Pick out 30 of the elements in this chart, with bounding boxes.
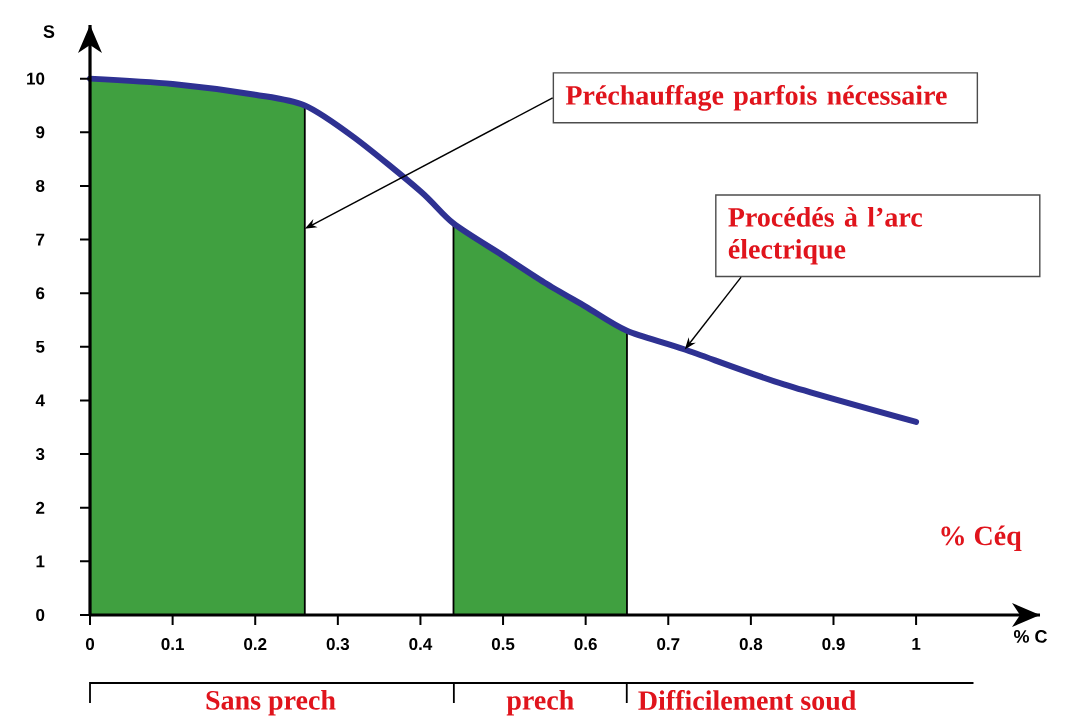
text: Sans prech (206, 689, 336, 716)
y-tick-label: 1 (36, 555, 45, 568)
annotation: Préchauffage parfois nécessaire (565, 84, 947, 111)
y-tick-label: 2 (36, 501, 45, 514)
y-tick-label: 10 (27, 72, 45, 85)
x-tick-label: 0.9 (822, 638, 845, 651)
x-tick-label: 0.3 (326, 638, 350, 651)
x-tick-label: 0.1 (161, 638, 184, 651)
annotation: % Céq (941, 525, 1022, 551)
x-tick-label: 0.7 (657, 638, 680, 651)
x-tick-label: 0.5 (491, 638, 515, 651)
x-tick-label: 0.8 (739, 638, 763, 651)
y-tick-label: 8 (36, 179, 45, 192)
x-tick-label: 1 (912, 638, 921, 650)
text: prech (506, 689, 574, 716)
x-tick-label: 0 (85, 638, 95, 651)
y-tick-label: 5 (36, 340, 45, 353)
y-tick-label: 0 (36, 608, 45, 621)
x-axis-title: % C (1013, 630, 1048, 643)
x-tick-label: 0.6 (574, 638, 597, 651)
x-tick-label: 0.2 (244, 638, 267, 651)
y-tick-label: 4 (35, 394, 45, 407)
y-tick-label: 6 (36, 287, 45, 300)
y-tick-label: 7 (36, 233, 45, 246)
y-tick-label: 3 (35, 448, 45, 461)
y-axis-title: S (43, 25, 55, 38)
text: Difficilement soud (638, 689, 857, 711)
x-tick-label: 0.4 (409, 638, 433, 651)
annotation: Procédés à l’arc électrique (728, 206, 923, 265)
y-tick-label: 9 (36, 126, 45, 139)
